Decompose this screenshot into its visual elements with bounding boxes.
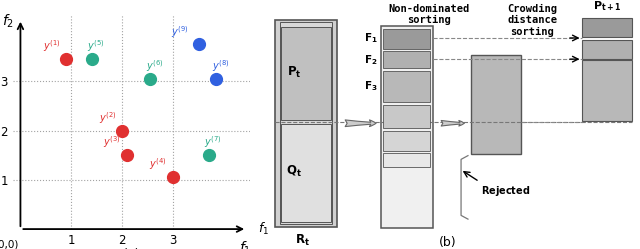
Text: (a): (a) <box>122 248 140 249</box>
Bar <box>582 17 632 38</box>
Text: $\mathbf{P_{t+1}}$: $\mathbf{P_{t+1}}$ <box>593 0 621 13</box>
Bar <box>383 105 430 128</box>
Bar <box>281 27 331 120</box>
Text: $y^{(7)}$: $y^{(7)}$ <box>204 134 221 150</box>
Text: $\mathbf{F_2}$: $\mathbf{F_2}$ <box>364 53 378 67</box>
Text: $y^{(6)}$: $y^{(6)}$ <box>146 58 163 74</box>
Text: $\mathbf{R_t}$: $\mathbf{R_t}$ <box>294 233 310 248</box>
Text: $y^{(4)}$: $y^{(4)}$ <box>149 157 166 173</box>
Text: Crowding
distance
sorting: Crowding distance sorting <box>508 4 557 37</box>
Bar <box>280 22 332 224</box>
Text: $y^{(3)}$: $y^{(3)}$ <box>103 134 121 150</box>
Text: $y^{(2)}$: $y^{(2)}$ <box>99 110 116 126</box>
Text: $f_1$: $f_1$ <box>258 221 269 237</box>
Bar <box>381 26 433 228</box>
Text: $\mathbf{Q_t}$: $\mathbf{Q_t}$ <box>287 164 302 179</box>
Bar <box>383 29 430 49</box>
Text: $\mathbf{F_3}$: $\mathbf{F_3}$ <box>364 80 378 93</box>
Bar <box>582 61 632 121</box>
Text: $\mathbf{F_1}$: $\mathbf{F_1}$ <box>364 32 378 46</box>
Text: $f_1$: $f_1$ <box>239 240 252 249</box>
Text: $y^{(1)}$: $y^{(1)}$ <box>44 39 61 54</box>
Text: $\mathbf{Rejected}$: $\mathbf{Rejected}$ <box>481 184 531 198</box>
Bar <box>383 131 430 151</box>
Bar <box>383 51 430 68</box>
Bar <box>383 153 430 167</box>
Bar <box>275 20 337 227</box>
Text: Non-dominated
sorting: Non-dominated sorting <box>388 4 469 25</box>
Text: (0,0): (0,0) <box>0 240 19 249</box>
Bar <box>383 71 430 102</box>
Bar <box>471 55 521 154</box>
Text: $y^{(5)}$: $y^{(5)}$ <box>87 39 104 54</box>
Bar <box>582 40 632 59</box>
Text: (b): (b) <box>439 236 457 249</box>
Text: $y^{(9)}$: $y^{(9)}$ <box>170 24 188 40</box>
Text: $\mathbf{P_t}$: $\mathbf{P_t}$ <box>287 65 301 80</box>
Bar <box>281 124 331 222</box>
Text: $y^{(8)}$: $y^{(8)}$ <box>212 58 229 74</box>
Text: $f_2$: $f_2$ <box>2 12 13 30</box>
